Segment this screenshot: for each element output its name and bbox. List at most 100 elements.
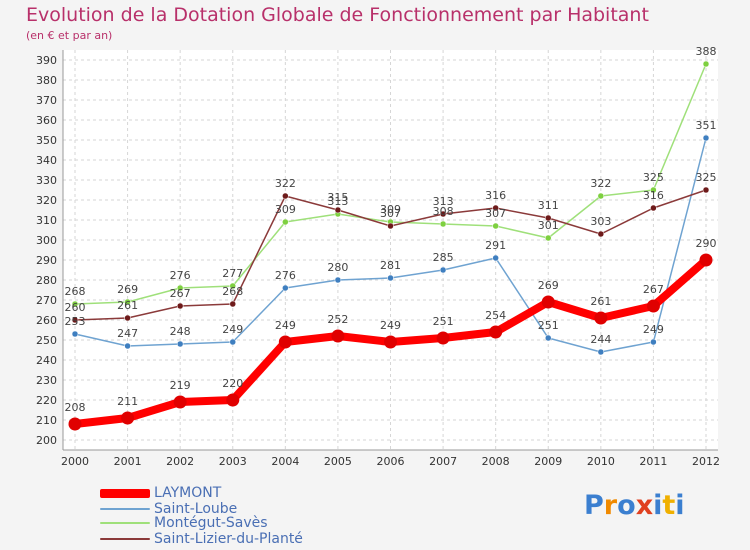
data-label: 322 — [275, 177, 296, 190]
data-point — [331, 329, 345, 343]
y-tick-label: 380 — [36, 74, 57, 87]
data-point — [282, 192, 289, 200]
data-point — [699, 253, 713, 267]
data-point — [176, 302, 184, 310]
chart-subtitle: (en € et par an) — [26, 29, 113, 42]
y-tick-label: 300 — [36, 234, 57, 247]
data-label: 316 — [643, 189, 664, 202]
data-point — [229, 282, 236, 290]
data-point — [439, 220, 447, 228]
data-label: 251 — [433, 315, 454, 328]
data-label: 254 — [485, 309, 506, 322]
x-tick-label: 2012 — [692, 455, 720, 468]
data-label: 291 — [485, 239, 506, 252]
data-point — [439, 210, 447, 218]
data-point — [650, 186, 657, 194]
data-point — [68, 417, 82, 431]
data-label: 309 — [275, 203, 296, 216]
data-label: 277 — [222, 267, 243, 280]
data-label: 322 — [590, 177, 611, 190]
data-label: 219 — [170, 379, 191, 392]
data-label: 309 — [380, 203, 401, 216]
legend-item-laymont: LAYMONT — [100, 486, 221, 500]
y-tick-label: 280 — [36, 274, 57, 287]
data-label: 388 — [696, 45, 717, 58]
y-tick-label: 330 — [36, 174, 57, 187]
y-tick-label: 240 — [36, 354, 57, 367]
data-label: 249 — [380, 319, 401, 332]
data-point — [176, 284, 184, 292]
data-label: 351 — [696, 119, 717, 132]
data-label: 307 — [380, 207, 401, 220]
y-tick-label: 200 — [36, 434, 57, 447]
data-point — [173, 395, 187, 409]
data-point — [282, 284, 289, 292]
data-point — [545, 234, 552, 242]
data-point — [489, 325, 503, 339]
data-label: 276 — [170, 269, 191, 282]
data-label: 325 — [696, 171, 717, 184]
legend-item-saint-loube: Saint-Loube — [100, 502, 237, 516]
y-tick-label: 270 — [36, 294, 57, 307]
data-point — [278, 335, 292, 349]
data-label: 247 — [117, 327, 138, 340]
data-label: 267 — [643, 283, 664, 296]
data-point — [387, 274, 394, 282]
data-point — [226, 393, 240, 407]
data-label: 267 — [170, 287, 191, 300]
data-point — [334, 206, 342, 214]
logo-letter: o — [617, 490, 636, 521]
data-point — [387, 222, 394, 230]
y-tick-label: 290 — [36, 254, 57, 267]
y-tick-label: 390 — [36, 54, 57, 67]
legend-swatch — [100, 522, 150, 524]
y-tick-label: 220 — [36, 394, 57, 407]
data-point — [545, 334, 552, 342]
legend-swatch — [100, 508, 150, 510]
data-point — [702, 134, 710, 142]
logo-letter: i — [653, 490, 663, 521]
data-point — [71, 300, 79, 308]
y-tick-label: 320 — [36, 194, 57, 207]
logo-letter: r — [603, 490, 618, 521]
data-point — [702, 60, 710, 68]
data-point — [702, 186, 710, 194]
legend-label: Saint-Lizier-du-Planté — [154, 531, 303, 547]
y-tick-label: 360 — [36, 114, 57, 127]
data-label: 220 — [222, 377, 243, 390]
data-point — [492, 204, 499, 212]
x-tick-label: 2006 — [377, 455, 405, 468]
data-label: 276 — [275, 269, 296, 282]
y-tick-label: 250 — [36, 334, 57, 347]
data-label: 316 — [485, 189, 506, 202]
data-label: 244 — [590, 333, 611, 346]
data-label: 303 — [590, 215, 611, 228]
x-tick-label: 2011 — [639, 455, 667, 468]
grid-layer — [63, 50, 718, 450]
data-label: 313 — [433, 195, 454, 208]
data-point — [124, 298, 131, 306]
data-point — [597, 230, 605, 238]
y-tick-label: 210 — [36, 414, 57, 427]
data-label: 285 — [433, 251, 454, 264]
data-label: 249 — [643, 323, 664, 336]
data-label: 261 — [117, 299, 138, 312]
x-tick-label: 2003 — [219, 455, 247, 468]
x-tick-label: 2002 — [166, 455, 194, 468]
data-point — [229, 300, 236, 308]
x-tick-label: 2005 — [324, 455, 352, 468]
x-tick-label: 2004 — [271, 455, 299, 468]
data-point — [124, 342, 131, 350]
y-tick-label: 340 — [36, 154, 57, 167]
y-tick-label: 350 — [36, 134, 57, 147]
data-point — [436, 331, 450, 345]
data-label: 260 — [65, 301, 86, 314]
data-point — [229, 338, 236, 346]
data-point — [121, 411, 135, 425]
proxiti-logo: Proxiti — [584, 490, 685, 521]
data-label: 290 — [696, 237, 717, 250]
x-tick-label: 2010 — [587, 455, 615, 468]
y-tick-label: 260 — [36, 314, 57, 327]
x-tick-label: 2000 — [61, 455, 89, 468]
x-tick-label: 2007 — [429, 455, 457, 468]
